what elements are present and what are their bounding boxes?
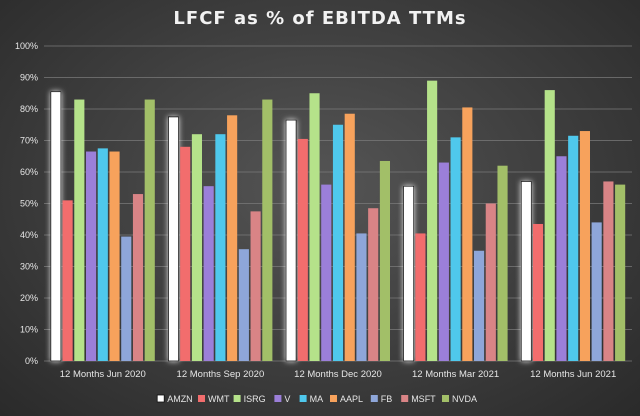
bar-amzn	[167, 116, 179, 362]
bar-wmt	[532, 223, 544, 361]
legend: AMZN WMT ISRG V MA AAPL FB MSFT NVDA	[156, 394, 477, 404]
bars	[50, 80, 626, 362]
bar-nvda	[262, 99, 273, 362]
bar-aapl	[462, 107, 473, 361]
legend-item: AAPL	[330, 394, 363, 404]
legend-swatch	[198, 395, 205, 402]
legend-label: AAPL	[340, 394, 363, 404]
bar-ma	[332, 124, 344, 361]
bar-msft	[603, 181, 614, 361]
bar-v	[86, 151, 97, 361]
bar-fb	[474, 250, 485, 361]
y-tick-label: 20%	[20, 293, 38, 303]
legend-swatch	[233, 395, 241, 402]
bar-nvda	[379, 160, 390, 361]
legend-label: NVDA	[452, 394, 477, 404]
bar-aapl	[579, 131, 590, 361]
y-tick-label: 30%	[20, 262, 38, 272]
legend-label: V	[284, 394, 290, 404]
legend-item: WMT	[198, 394, 230, 404]
y-axis-ticks: 0% 10% 20% 30% 40% 50% 60% 70% 80% 90% 100%	[15, 41, 38, 366]
y-tick-label: 10%	[20, 325, 38, 335]
x-category-label: 12 Months Jun 2020	[60, 369, 146, 380]
bar-msft	[485, 203, 496, 361]
legend-item: MA	[299, 394, 324, 404]
legend-label: MSFT	[411, 394, 436, 404]
bar-isrg	[309, 93, 320, 361]
x-axis-labels: 12 Months Jun 2020 12 Months Sep 2020 12 M…	[60, 369, 616, 380]
legend-label: ISRG	[244, 394, 266, 404]
bar-amzn	[50, 91, 62, 362]
bar-wmt	[415, 233, 426, 361]
bar-msft	[132, 194, 144, 361]
legend-label: FB	[381, 394, 393, 404]
y-tick-label: 0%	[25, 356, 38, 366]
y-tick-label: 50%	[20, 199, 38, 209]
bar-ma	[568, 135, 579, 361]
bar-wmt	[297, 138, 308, 361]
bar-fb	[238, 249, 249, 361]
bar-aapl	[344, 113, 355, 361]
chart-title: LFCF as % of EBITDA TTMs	[173, 8, 467, 29]
bar-isrg	[544, 90, 555, 361]
y-tick-label: 80%	[20, 104, 38, 114]
legend-swatch	[330, 395, 337, 402]
x-category-label: 12 Months Dec 2020	[294, 369, 382, 380]
legend-item: ISRG	[233, 394, 266, 404]
legend-swatch	[274, 395, 282, 402]
bar-isrg	[427, 80, 438, 362]
bar-nvda	[615, 184, 626, 361]
legend-swatch	[370, 395, 378, 402]
bar-ma	[450, 137, 461, 361]
legend-swatch	[156, 394, 165, 403]
legend-swatch	[401, 395, 409, 402]
legend-label: WMT	[208, 394, 230, 404]
bar-isrg	[191, 134, 202, 361]
legend-item: FB	[370, 394, 393, 404]
bar-aapl	[227, 115, 238, 361]
bar-fb	[591, 222, 602, 361]
x-category-label: 12 Months Jun 2021	[530, 369, 616, 380]
legend-item: AMZN	[156, 394, 193, 404]
x-category-label: 12 Months Mar 2021	[412, 369, 499, 380]
bar-fb	[121, 236, 132, 361]
legend-item: NVDA	[442, 394, 477, 404]
bar-wmt	[180, 146, 191, 361]
bar-isrg	[74, 99, 85, 362]
legend-item: V	[274, 394, 290, 404]
legend-swatch	[442, 395, 449, 402]
bar-amzn	[285, 119, 297, 362]
bar-msft	[250, 211, 261, 361]
bar-ma	[215, 134, 226, 361]
y-tick-label: 70%	[20, 136, 38, 146]
y-tick-label: 40%	[20, 230, 38, 240]
y-tick-label: 60%	[20, 167, 38, 177]
bar-amzn	[520, 181, 532, 362]
bar-nvda	[144, 99, 155, 362]
y-tick-label: 90%	[20, 73, 38, 83]
legend-item: MSFT	[401, 394, 436, 404]
legend-label: MA	[310, 394, 324, 404]
bar-ma	[97, 148, 108, 361]
bar-v	[438, 162, 449, 361]
y-tick-label: 100%	[15, 41, 38, 51]
bar-v	[203, 186, 214, 361]
x-category-label: 12 Months Sep 2020	[177, 369, 265, 380]
bar-msft	[368, 208, 379, 361]
bar-v	[556, 156, 567, 361]
legend-swatch	[299, 395, 307, 402]
bar-wmt	[62, 200, 73, 361]
bar-v	[321, 184, 332, 361]
bar-nvda	[497, 165, 508, 361]
legend-label: AMZN	[167, 394, 193, 404]
bar-fb	[356, 233, 367, 361]
bar-aapl	[109, 151, 120, 361]
bar-amzn	[403, 185, 415, 362]
